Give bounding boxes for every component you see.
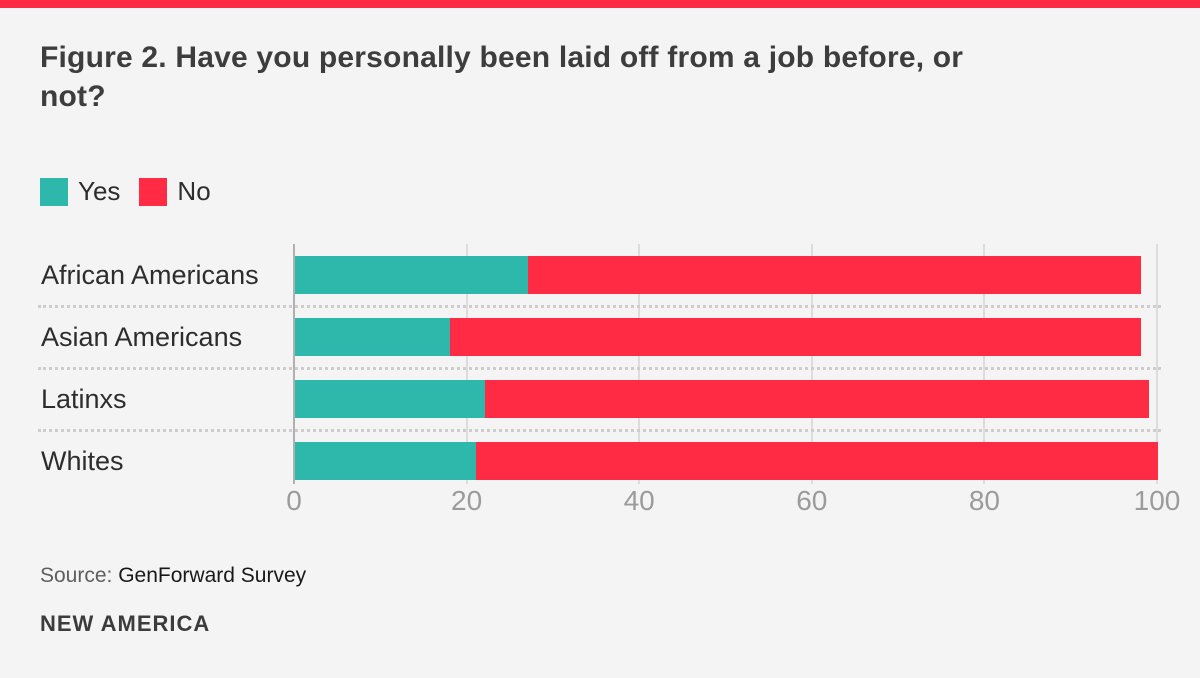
gridline bbox=[638, 244, 641, 484]
bar-group bbox=[295, 256, 1141, 294]
source-text: GenForward Survey bbox=[118, 564, 307, 587]
gridline bbox=[465, 244, 468, 484]
chart-row: Whites bbox=[38, 430, 1159, 492]
bar-segment-yes bbox=[295, 256, 528, 294]
bar-segment-yes bbox=[295, 442, 477, 480]
legend-label: No bbox=[177, 176, 211, 206]
chart-legend: Yes No bbox=[40, 176, 230, 207]
category-label: Asian Americans bbox=[41, 321, 243, 352]
bar-group bbox=[295, 318, 1141, 356]
chart-row: Asian Americans bbox=[38, 306, 1161, 370]
legend-item-yes: Yes bbox=[40, 176, 120, 207]
bar-segment-yes bbox=[295, 318, 451, 356]
legend-label: Yes bbox=[78, 176, 121, 206]
x-tick-label: 100 bbox=[1133, 485, 1181, 516]
bar-segment-yes bbox=[295, 380, 485, 418]
x-tick-label: 20 bbox=[451, 485, 483, 516]
chart-rows: African Americans Asian Americans Latinxs W… bbox=[38, 244, 1161, 492]
x-tick-label: 80 bbox=[968, 485, 1000, 516]
x-tick-label: 60 bbox=[796, 485, 828, 516]
x-tick-label: 40 bbox=[623, 485, 655, 516]
gridline bbox=[983, 244, 986, 484]
category-label: Whites bbox=[41, 445, 124, 476]
chart-row: African Americans bbox=[38, 244, 1161, 308]
category-label: Latinxs bbox=[41, 383, 127, 414]
y-axis-line bbox=[293, 244, 295, 484]
figure-title: Figure 2. Have you personally been laid … bbox=[40, 41, 964, 113]
gridline-layer bbox=[293, 244, 1159, 484]
source-prefix: Source: bbox=[40, 564, 113, 587]
bar-group bbox=[295, 380, 1150, 418]
bar-group bbox=[295, 442, 1158, 480]
chart-row: Latinxs bbox=[38, 368, 1161, 432]
source-line: Source: GenForward Survey bbox=[40, 564, 306, 588]
new-america-logo: NEW AMERICA bbox=[40, 611, 211, 636]
gridline bbox=[810, 244, 813, 484]
bar-segment-no bbox=[476, 442, 1158, 480]
top-accent-bar bbox=[0, 0, 1200, 8]
x-tick-label: 0 bbox=[286, 485, 302, 516]
bar-segment-no bbox=[450, 318, 1141, 356]
category-label: African Americans bbox=[41, 259, 259, 290]
bar-segment-no bbox=[484, 380, 1150, 418]
stacked-bar-chart: African Americans Asian Americans Latinxs W… bbox=[38, 244, 1180, 516]
gridline bbox=[1156, 244, 1158, 484]
legend-swatch-no bbox=[139, 177, 168, 206]
x-axis-ticks: 0 20 40 60 80 100 bbox=[286, 485, 1180, 520]
legend-swatch-yes bbox=[40, 177, 68, 206]
bar-segment-no bbox=[528, 256, 1141, 294]
legend-item-no: No bbox=[139, 176, 211, 207]
